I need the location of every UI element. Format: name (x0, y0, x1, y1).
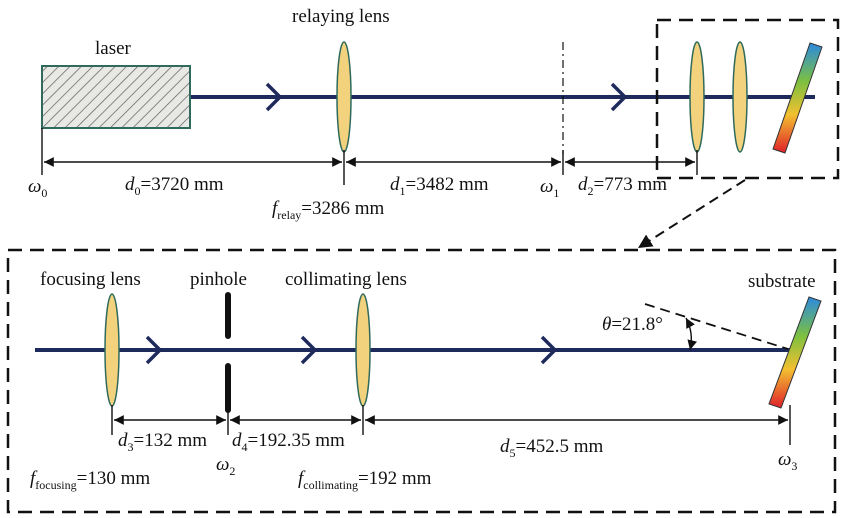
label: pinhole (190, 269, 247, 290)
label: focusing lens (40, 269, 141, 290)
lens (732, 41, 748, 153)
label: d1=3482 mm (390, 174, 489, 198)
angle-arc (685, 317, 698, 351)
label: ω3 (778, 449, 797, 473)
arrow (540, 335, 558, 365)
label: laser (95, 38, 132, 59)
label: d3=132 mm (118, 430, 207, 454)
lens (104, 293, 120, 407)
dimensions (111, 405, 791, 445)
lens (336, 41, 352, 153)
substrate-plate (768, 296, 822, 409)
detail-box (6, 248, 837, 514)
zoom-box (655, 18, 840, 180)
top-section: laser relaying lens ω0 d0=3720 mm d1=348… (28, 6, 840, 249)
label: d0=3720 mm (125, 174, 224, 198)
arrow (265, 82, 283, 112)
lens (355, 293, 371, 407)
label: collimating lens (285, 269, 407, 290)
arrow (145, 335, 163, 365)
label: ω0 (28, 176, 47, 200)
label: relaying lens (292, 6, 390, 27)
zoom-arrow (637, 179, 746, 249)
label: substrate (748, 271, 816, 292)
label: d4=192.35 mm (232, 430, 345, 454)
arrow (610, 82, 628, 112)
label: ω2 (216, 454, 235, 478)
bottom-section: focusing lens pinhole collimating lens s… (6, 248, 837, 514)
label: θ=21.8° (602, 314, 663, 335)
normal-line (644, 303, 789, 350)
label: fcollimating=192 mm (298, 468, 432, 492)
substrate-plate (772, 42, 823, 154)
lens (689, 41, 705, 153)
label: ω1 (540, 176, 559, 200)
label: d5=452.5 mm (500, 436, 603, 460)
dimensions (41, 128, 698, 185)
label: ffocusing=130 mm (30, 468, 150, 492)
laser-box (41, 65, 191, 129)
label: frelay=3286 mm (272, 198, 385, 222)
arrow (300, 335, 318, 365)
label: d2=773 mm (578, 174, 667, 198)
